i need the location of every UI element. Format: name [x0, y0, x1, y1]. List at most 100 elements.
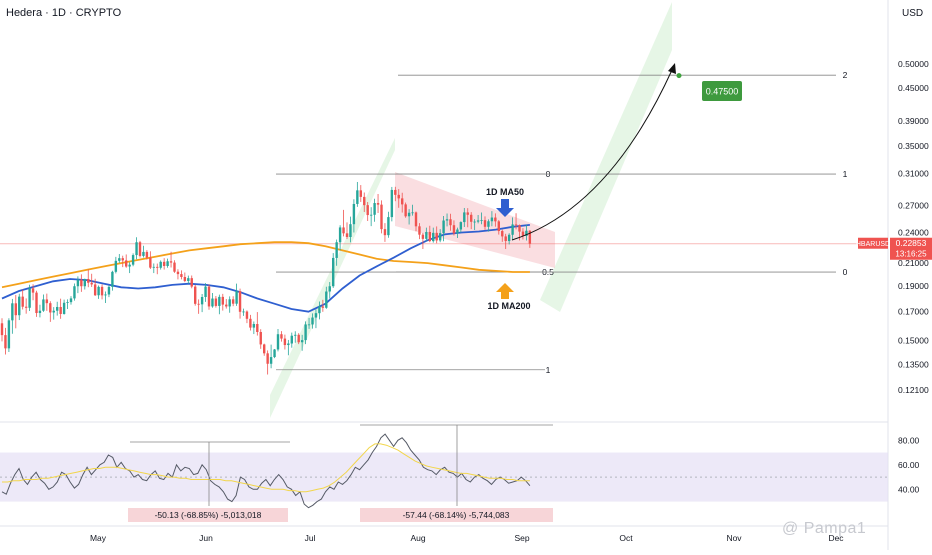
- candle-body: [449, 219, 452, 226]
- candle-body: [100, 286, 104, 296]
- candle-body: [480, 220, 483, 221]
- candle-body: [183, 276, 187, 281]
- candle-body: [118, 258, 121, 261]
- candle-body: [169, 261, 173, 263]
- fib-right-label: 0: [843, 267, 848, 277]
- symbol-badge: [858, 237, 888, 249]
- candle-body: [435, 232, 438, 241]
- candle-body: [363, 196, 366, 206]
- rsi-tick-label: 80.00: [898, 435, 920, 445]
- candle-body: [245, 311, 249, 319]
- price-badge: [890, 237, 932, 260]
- candle-body: [187, 278, 190, 281]
- candle-body: [300, 340, 304, 343]
- candle-body: [387, 217, 390, 236]
- candle-body: [507, 234, 511, 242]
- time-tick-label: Dec: [828, 533, 844, 543]
- candle-body: [225, 304, 228, 307]
- candle-body: [135, 242, 138, 256]
- candle-body: [235, 291, 238, 304]
- candle-body: [114, 260, 118, 272]
- time-tick-label: Jul: [305, 533, 316, 543]
- candle-body: [525, 230, 528, 236]
- candle-body: [273, 349, 276, 358]
- candle-body: [35, 292, 38, 314]
- candle-body: [107, 286, 111, 295]
- candle-body: [111, 271, 114, 287]
- candle-body: [511, 224, 514, 235]
- candle-body: [121, 258, 124, 261]
- time-tick-label: Oct: [619, 533, 633, 543]
- candle-body: [173, 262, 176, 272]
- rsi-band: [0, 452, 888, 502]
- candle-body: [221, 296, 224, 305]
- candle-body: [83, 278, 86, 287]
- target-badge: [702, 81, 742, 101]
- price-tick-label: 0.45000: [898, 83, 929, 93]
- candle-body: [156, 266, 159, 268]
- candle-body: [93, 284, 97, 296]
- candle-body: [442, 220, 445, 234]
- ma50-line: [1, 224, 530, 313]
- candle-body: [4, 335, 7, 349]
- candle-body: [242, 311, 245, 313]
- candle-body: [97, 286, 100, 296]
- candle-body: [142, 251, 145, 256]
- candle-body: [407, 212, 411, 217]
- candle-body: [404, 204, 407, 217]
- candle-body: [166, 261, 169, 266]
- candle-body: [438, 233, 442, 241]
- candle-body: [0, 323, 4, 336]
- candle-body: [73, 286, 76, 299]
- author-watermark: @ Pampa1: [782, 520, 867, 537]
- price-badge-countdown: 13:16:25: [895, 250, 927, 259]
- candle-body: [411, 212, 414, 214]
- candle-body: [376, 203, 380, 205]
- symbol-header: Hedera · 1D · CRYPTO: [6, 7, 122, 19]
- candle-body: [283, 338, 287, 346]
- candle-body: [18, 296, 21, 316]
- candle-body: [128, 264, 131, 267]
- candle-body: [397, 194, 400, 199]
- candle-body: [294, 334, 297, 336]
- candle-body: [335, 242, 338, 258]
- time-tick-label: Sep: [514, 533, 529, 543]
- fib-right-label: 1: [843, 169, 848, 179]
- candle-body: [249, 318, 252, 328]
- candle-body: [238, 291, 242, 312]
- candle-body: [38, 310, 42, 314]
- candle-body: [24, 306, 28, 308]
- candle-body: [80, 279, 83, 287]
- candle-body: [318, 306, 321, 314]
- candle-body: [328, 286, 331, 292]
- fib-right-label: 2: [843, 70, 848, 80]
- candle-body: [176, 271, 180, 275]
- candle-body: [214, 298, 218, 306]
- candle-body: [494, 217, 497, 222]
- price-tick-label: 0.13500: [898, 360, 929, 370]
- price-tick-label: 0.24000: [898, 227, 929, 237]
- rsi-ma-line: [2, 443, 530, 493]
- candle-body: [125, 260, 128, 267]
- time-tick-label: May: [90, 533, 107, 543]
- candle-body: [56, 306, 59, 311]
- symbol-badge-label: HBARUSD: [856, 241, 890, 248]
- candle-body: [28, 288, 31, 308]
- candle-body: [49, 303, 52, 313]
- candle-body: [325, 291, 328, 308]
- candle-body: [514, 224, 518, 226]
- time-tick-label: Aug: [410, 533, 425, 543]
- price-tick-label: 0.27000: [898, 200, 929, 210]
- candle-body: [418, 226, 421, 235]
- projection-arrowhead: [668, 63, 676, 74]
- candle-body: [425, 231, 428, 239]
- candle-body: [466, 212, 469, 215]
- candle-body: [269, 357, 273, 364]
- price-tick-label: 0.15000: [898, 335, 929, 345]
- candle-body: [259, 331, 262, 345]
- candle-body: [414, 212, 418, 227]
- candle-body: [338, 227, 342, 243]
- candle-body: [501, 231, 504, 237]
